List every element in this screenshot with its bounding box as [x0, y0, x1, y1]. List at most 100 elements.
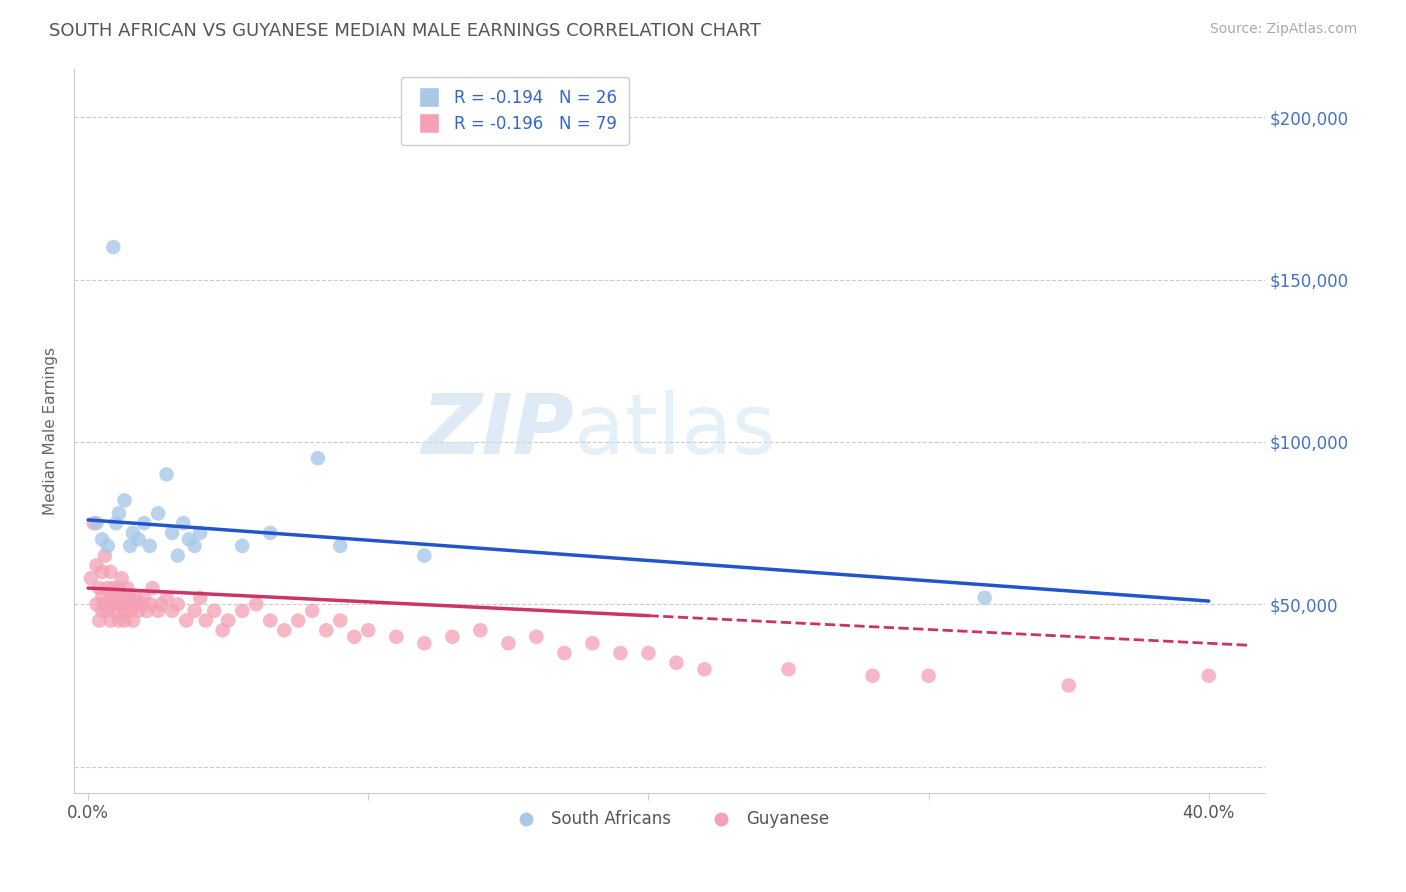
Point — [86, 558, 108, 573]
Point — [166, 597, 188, 611]
Point — [134, 516, 156, 530]
Point — [287, 614, 309, 628]
Point — [134, 591, 156, 605]
Point — [778, 662, 800, 676]
Point — [80, 571, 103, 585]
Point — [498, 636, 520, 650]
Point — [91, 604, 114, 618]
Point — [122, 614, 145, 628]
Point — [114, 614, 136, 628]
Point — [97, 539, 120, 553]
Point — [166, 549, 188, 563]
Point — [862, 669, 884, 683]
Text: atlas: atlas — [574, 390, 776, 471]
Point — [245, 597, 267, 611]
Point — [114, 591, 136, 605]
Point — [194, 614, 217, 628]
Point — [155, 467, 177, 482]
Point — [122, 525, 145, 540]
Point — [108, 581, 131, 595]
Text: SOUTH AFRICAN VS GUYANESE MEDIAN MALE EARNINGS CORRELATION CHART: SOUTH AFRICAN VS GUYANESE MEDIAN MALE EA… — [49, 22, 761, 40]
Y-axis label: Median Male Earnings: Median Male Earnings — [44, 347, 58, 515]
Point — [149, 597, 172, 611]
Point — [103, 597, 125, 611]
Point — [413, 549, 436, 563]
Point — [105, 604, 128, 618]
Point — [122, 597, 145, 611]
Point — [524, 630, 547, 644]
Point — [114, 604, 136, 618]
Point — [103, 240, 125, 254]
Point — [315, 624, 337, 638]
Point — [146, 507, 169, 521]
Point — [105, 591, 128, 605]
Point — [141, 581, 163, 595]
Point — [665, 656, 688, 670]
Point — [128, 604, 150, 618]
Point — [183, 604, 205, 618]
Point — [1057, 678, 1080, 692]
Point — [114, 493, 136, 508]
Point — [231, 604, 253, 618]
Point — [637, 646, 659, 660]
Point — [103, 581, 125, 595]
Point — [128, 533, 150, 547]
Point — [108, 614, 131, 628]
Text: ZIP: ZIP — [422, 390, 574, 471]
Point — [553, 646, 575, 660]
Point — [413, 636, 436, 650]
Text: Source: ZipAtlas.com: Source: ZipAtlas.com — [1209, 22, 1357, 37]
Point — [217, 614, 239, 628]
Point — [83, 516, 105, 530]
Point — [125, 591, 148, 605]
Point — [301, 604, 323, 618]
Point — [329, 614, 352, 628]
Point — [91, 591, 114, 605]
Point — [172, 516, 194, 530]
Point — [470, 624, 492, 638]
Point — [343, 630, 366, 644]
Point — [91, 565, 114, 579]
Point — [105, 516, 128, 530]
Point — [183, 539, 205, 553]
Point — [139, 539, 162, 553]
Point — [385, 630, 408, 644]
Point — [357, 624, 380, 638]
Point — [120, 604, 142, 618]
Point — [111, 597, 134, 611]
Point — [441, 630, 464, 644]
Point — [136, 604, 159, 618]
Point — [693, 662, 716, 676]
Point — [120, 539, 142, 553]
Point — [89, 614, 111, 628]
Point — [188, 591, 211, 605]
Point — [160, 525, 183, 540]
Point — [160, 604, 183, 618]
Point — [91, 533, 114, 547]
Point — [86, 597, 108, 611]
Point — [139, 597, 162, 611]
Point — [202, 604, 225, 618]
Point — [86, 516, 108, 530]
Point — [211, 624, 233, 638]
Point — [329, 539, 352, 553]
Point — [273, 624, 295, 638]
Point — [100, 614, 122, 628]
Point — [973, 591, 995, 605]
Point — [94, 597, 117, 611]
Point — [117, 597, 139, 611]
Point — [307, 451, 329, 466]
Point — [1198, 669, 1220, 683]
Point — [174, 614, 197, 628]
Point — [146, 604, 169, 618]
Point — [155, 591, 177, 605]
Point — [108, 507, 131, 521]
Point — [131, 597, 153, 611]
Point — [609, 646, 631, 660]
Legend: South Africans, Guyanese: South Africans, Guyanese — [503, 804, 837, 835]
Point — [97, 581, 120, 595]
Point — [177, 533, 200, 547]
Point — [581, 636, 603, 650]
Point — [100, 591, 122, 605]
Point — [188, 525, 211, 540]
